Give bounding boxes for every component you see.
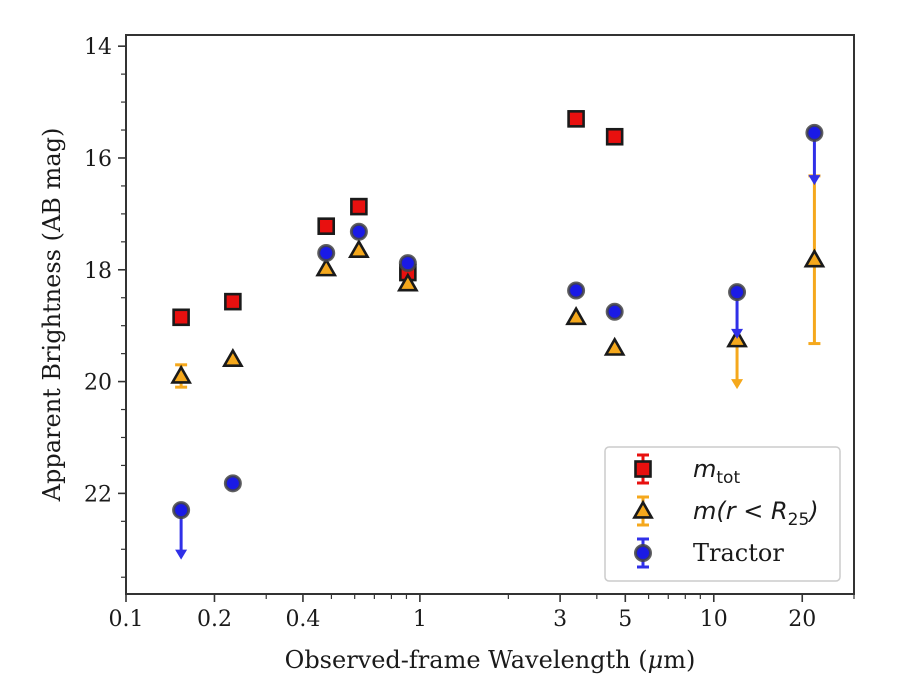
x-tick-label: 10 — [700, 607, 728, 632]
data-point-mtot — [172, 308, 190, 327]
legend-label-mr25: m(r < R25) — [693, 497, 819, 530]
upper-limit-arrow — [731, 328, 744, 339]
x-tick-label: 0.2 — [197, 607, 232, 632]
data-point-tractor — [567, 281, 586, 300]
data-point-mtot — [567, 110, 585, 128]
x-axis-label: Observed-frame Wavelength (μm) — [285, 646, 696, 674]
y-axis-label: Apparent Brightness (AB mag) — [38, 128, 66, 503]
data-point-tractor — [728, 283, 747, 302]
data-point-mtot — [224, 292, 242, 311]
data-point-tractor — [349, 222, 368, 241]
x-tick-label: 0.1 — [109, 607, 144, 632]
x-axis-label-suffix: m) — [663, 646, 695, 674]
data-point-mr25 — [315, 257, 338, 277]
plot-frame — [125, 34, 855, 595]
legend: mtot m(r < R25) Tractor — [604, 446, 841, 582]
data-point-mr25 — [603, 336, 626, 356]
data-point-tractor — [317, 244, 336, 263]
legend-marker-mr25 — [632, 499, 654, 519]
upper-limit-arrow — [731, 379, 744, 390]
data-point-mr25 — [565, 306, 587, 326]
y-tick-label: 14 — [84, 35, 112, 60]
legend-marker-mtot — [634, 460, 652, 478]
data-point-mr25 — [221, 347, 244, 367]
x-axis-label-prefix: Observed-frame Wavelength ( — [285, 646, 648, 674]
data-point-mr25 — [348, 238, 370, 258]
data-point-mtot — [350, 197, 368, 216]
data-point-tractor — [398, 254, 417, 273]
series-mtot — [172, 110, 624, 327]
data-point-tractor — [223, 474, 242, 493]
x-tick-label: 3 — [553, 607, 567, 632]
legend-marker-tractor — [634, 544, 652, 562]
legend-box — [604, 446, 841, 582]
data-point-tractor — [605, 302, 624, 321]
x-tick-label: 5 — [618, 607, 632, 632]
data-point-mtot — [605, 127, 624, 146]
y-tick-label: 18 — [84, 259, 112, 284]
legend-label-tractor: Tractor — [693, 539, 784, 567]
data-point-tractor — [805, 123, 824, 142]
y-tick-label: 22 — [84, 482, 112, 507]
y-tick-label: 16 — [84, 147, 112, 172]
series-tractor — [172, 123, 824, 560]
data-point-mr25 — [396, 272, 419, 292]
axis-ticks: 0.1 0.2 0.4 1 3 5 10 20 14 16 18 20 22 — [84, 35, 855, 632]
upper-limit-arrow — [808, 175, 821, 186]
data-point-mr25 — [803, 248, 826, 268]
data-point-tractor — [172, 501, 191, 520]
series-mr25 — [170, 174, 826, 390]
data-point-mr25 — [170, 364, 192, 384]
data-point-mtot — [317, 217, 336, 235]
upper-limit-arrow — [175, 549, 188, 560]
legend-label-mtot: mtot — [693, 455, 740, 488]
data-marks — [170, 110, 826, 560]
y-tick-label: 20 — [84, 371, 112, 396]
x-tick-label: 20 — [788, 607, 816, 632]
x-tick-label: 0.4 — [285, 607, 320, 632]
x-tick-label: 1 — [413, 607, 427, 632]
x-axis-label-mu: μ — [648, 646, 664, 674]
